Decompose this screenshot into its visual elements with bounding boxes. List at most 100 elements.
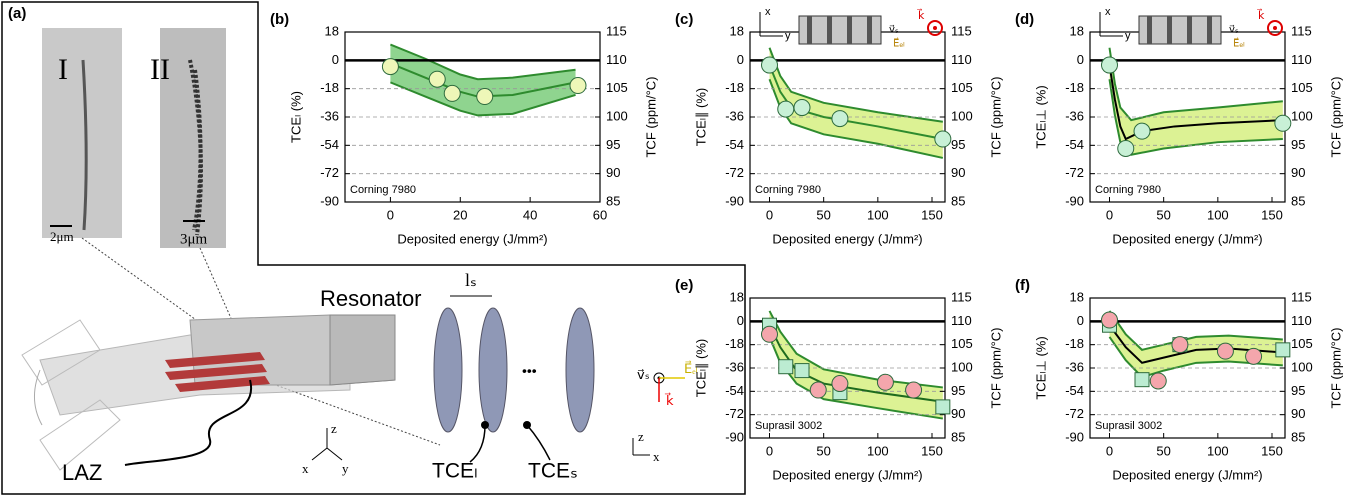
y2-tick-label: 115 [951,23,972,38]
y-tick-label: -18 [1065,80,1084,95]
y2-tick-label: 100 [1291,359,1313,374]
y-axis-label: TCEₗ∥ (%) [693,88,708,147]
x-tick-label: 50 [816,207,830,222]
y2-tick-label: 95 [951,137,965,152]
y-tick-label: -72 [1065,165,1084,180]
panel-a: (a) I II 2μm 3μm Resonator LAZ z x y [1,1,746,495]
y2-tick-label: 115 [1291,23,1312,38]
y-tick-label: -54 [1065,137,1084,152]
y2-tick-label: 110 [951,313,972,328]
y-tick-label: -90 [320,193,339,208]
panel-border [1,1,746,495]
y2-tick-label: 115 [951,289,972,304]
y2-tick-label: 115 [606,23,627,38]
ellipsis: ••• [522,363,537,379]
y-tick-label: -36 [725,108,744,123]
y2-tick-label: 105 [951,80,973,95]
x-tick-label: 0 [1106,443,1113,458]
motion-arrow [34,369,43,426]
y2-axis-label: TCF (ppm/°C) [988,327,1003,408]
y-tick-label: -36 [320,108,339,123]
y2-tick-label: 95 [606,137,620,152]
y-tick-label: -72 [725,406,744,421]
vector-label: E⃗ₑₗ [684,361,698,376]
marker [1171,336,1189,354]
axis-name: x [653,449,660,464]
tce-ellipse [478,307,508,433]
tce-point [481,421,489,429]
inset-label: k⃗ [1256,8,1265,22]
inset-label: y [785,30,791,42]
y2-tick-label: 105 [1291,80,1313,95]
axis-name: x [302,461,309,476]
marker [1101,56,1118,74]
marker [1216,342,1234,360]
y-tick-label: 18 [1070,289,1084,304]
marker [476,88,494,106]
inset-k [927,20,943,36]
marker [778,359,794,375]
marker [1245,347,1263,365]
y-tick-label: 18 [325,23,339,38]
marker [1117,139,1135,157]
tce-label: TCEₗ [432,460,478,483]
y-tick-label: -72 [320,165,339,180]
y-tick-label: -54 [725,383,744,398]
panel-label: (d) [1015,11,1034,28]
y-tick-label: -72 [1065,406,1084,421]
y-axis-label: TCEₗ∥ (%) [693,339,708,398]
tce-pointer [526,424,551,461]
y2-tick-label: 85 [1291,193,1305,208]
x-tick-label: 50 [1156,443,1170,458]
x-axis-label: Deposited energy (J/mm²) [397,231,547,246]
x-axis-label: Deposited energy (J/mm²) [1112,231,1262,246]
x-tick-label: 150 [1261,207,1283,222]
y2-tick-label: 90 [1291,165,1305,180]
inset-label: E⃗ₑₗ [1233,37,1245,50]
marker [761,56,778,74]
x-tick-label: 150 [921,443,943,458]
axis-arrow [326,447,343,461]
inset-label: y [1125,30,1131,42]
y2-axis-label: TCF (ppm/°C) [1328,76,1343,157]
laz-bar [175,376,270,392]
x-tick-label: 50 [816,443,830,458]
y2-tick-label: 95 [1291,137,1305,152]
x-tick-label: 50 [1156,207,1170,222]
panel-label: (c) [675,11,693,28]
arm-ghost [21,319,101,386]
inset-stripe [1207,16,1212,44]
marker [1101,311,1118,329]
marker [1133,122,1151,140]
scale-bar-label: 2μm [50,229,74,244]
marker [809,381,827,399]
annotation: Corning 7980 [1095,184,1161,196]
inset-stripe [1147,16,1152,44]
band-edge [768,47,943,123]
laz-bar [165,352,265,368]
inset-stripe [827,16,832,44]
y2-tick-label: 105 [1291,336,1313,351]
marker [1275,342,1291,358]
x-axis-label: Deposited energy (J/mm²) [772,467,922,482]
inset-label: v⃗ₛ [889,25,899,36]
y-tick-label: -90 [725,193,744,208]
tce-ellipse [433,307,463,433]
panel-label: (f) [1015,277,1030,294]
vector-label: k⃗ [664,393,674,408]
inset-label: k⃗ [916,8,925,22]
y-tick-label: 18 [730,23,744,38]
y2-tick-label: 105 [606,80,628,95]
laz-label: LAZ [62,460,102,485]
chart: -90 -72 -54 -36 -18 0 18 85 90 95 100 105 110 115 0 50 1… [675,277,1003,482]
fit-line [1108,64,1283,141]
x-tick-label: 150 [921,207,943,222]
chart: -90 -72 -54 -36 -18 0 18 85 90 95 100 105 110 115 0 50 1… [1015,6,1343,247]
y-tick-label: -54 [320,137,339,152]
y2-tick-label: 90 [951,165,965,180]
panel-label: (a) [8,5,26,22]
y2-tick-label: 100 [606,108,628,123]
marker [831,375,849,393]
y-tick-label: -18 [1065,336,1084,351]
band-edge [1108,336,1283,379]
